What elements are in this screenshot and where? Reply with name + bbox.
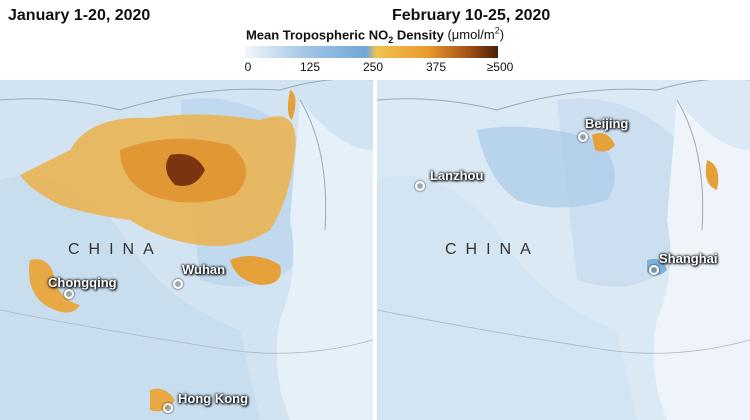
title-february: February 10-25, 2020	[392, 7, 551, 24]
city-label-shanghai: Shanghai	[659, 251, 718, 266]
city-marker-hong-kong	[163, 403, 173, 413]
legend-color-scale	[245, 46, 498, 58]
legend-tick-500: ≥500	[486, 60, 514, 74]
city-label-lanzhou: Lanzhou	[430, 168, 484, 183]
legend-tick-375: 375	[425, 60, 447, 74]
city-label-chongqing: Chongqing	[48, 275, 117, 290]
country-label-china: CHINA	[68, 241, 163, 258]
city-marker-lanzhou	[415, 181, 425, 191]
legend-title-prefix: Mean Tropospheric NO	[245, 27, 389, 43]
city-marker-beijing	[578, 132, 588, 142]
legend-tick-250: 250	[362, 60, 384, 74]
legend-unit-suffix: )	[499, 27, 505, 43]
country-label-china-feb: CHINA	[445, 241, 540, 258]
header-bar	[0, 0, 750, 80]
city-marker-wuhan	[173, 279, 183, 289]
legend-tick-0: 0	[244, 60, 252, 74]
city-label-wuhan: Wuhan	[182, 262, 226, 277]
legend-unit: (μmol/m2)	[447, 26, 505, 43]
city-label-hong-kong: Hong Kong	[178, 391, 249, 406]
legend-unit-superscript: 2	[494, 26, 500, 36]
legend-title-suffix: Density	[393, 27, 444, 43]
legend-title: Mean Tropospheric NO2 Density (μmol/m2)	[0, 26, 750, 45]
legend-unit-prefix: (μmol/m	[447, 27, 495, 43]
title-january: January 1-20, 2020	[8, 7, 151, 24]
legend-tick-125: 125	[299, 60, 321, 74]
legend-title-subscript: 2	[388, 34, 394, 45]
city-label-beijing: Beijing	[585, 116, 629, 131]
city-marker-shanghai	[649, 265, 659, 275]
city-marker-chongqing	[64, 289, 74, 299]
